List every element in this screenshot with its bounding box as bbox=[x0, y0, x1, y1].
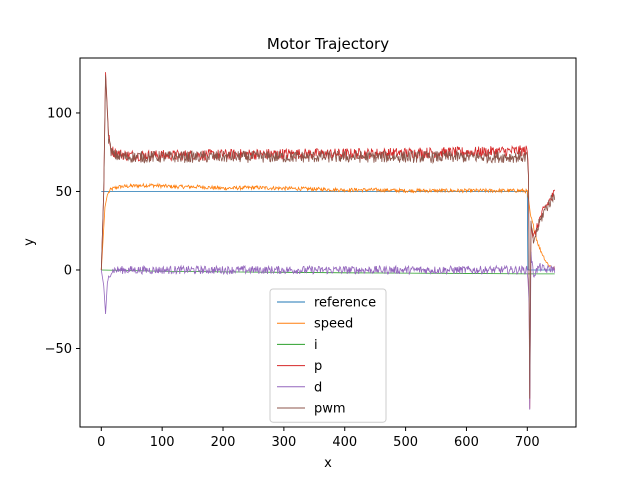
legend-label-reference: reference bbox=[314, 296, 376, 311]
x-tick-label: 200 bbox=[211, 435, 236, 450]
x-tick-label: 600 bbox=[454, 435, 479, 450]
series-line-d bbox=[100, 251, 556, 410]
series-line-i bbox=[101, 269, 555, 275]
x-tick-label: 500 bbox=[393, 435, 418, 450]
x-tick-label: 100 bbox=[150, 435, 175, 450]
legend-box bbox=[269, 288, 387, 423]
legend-label-speed: speed bbox=[314, 317, 353, 332]
legend-label-d: d bbox=[314, 380, 322, 395]
plot-frame bbox=[79, 57, 577, 428]
legend: reference speed ipd pwm bbox=[269, 288, 387, 423]
series-line-pwm bbox=[100, 75, 556, 399]
y-axis: −50 0 50 100 bbox=[45, 106, 80, 357]
chart-title: Motor Trajectory bbox=[267, 35, 389, 53]
x-axis: 0 100 200 300 400 500 600 700 bbox=[97, 427, 540, 450]
x-tick-label: 700 bbox=[515, 435, 540, 450]
y-axis-label: y bbox=[22, 238, 37, 246]
y-tick-label: −50 bbox=[45, 342, 72, 357]
x-tick-label: 300 bbox=[271, 435, 296, 450]
x-tick-label: 400 bbox=[332, 435, 357, 450]
y-tick-label: 50 bbox=[55, 185, 72, 200]
x-axis-label: x bbox=[324, 456, 332, 471]
series-line-speed bbox=[100, 182, 556, 271]
legend-label-pwm: pwm bbox=[314, 402, 346, 417]
y-tick-label: 0 bbox=[64, 263, 72, 278]
legend-label-i: i bbox=[314, 338, 318, 353]
y-tick-label: 100 bbox=[47, 106, 72, 121]
legend-label-p: p bbox=[314, 359, 322, 374]
series-group bbox=[100, 72, 556, 410]
x-tick-label: 0 bbox=[97, 435, 105, 450]
